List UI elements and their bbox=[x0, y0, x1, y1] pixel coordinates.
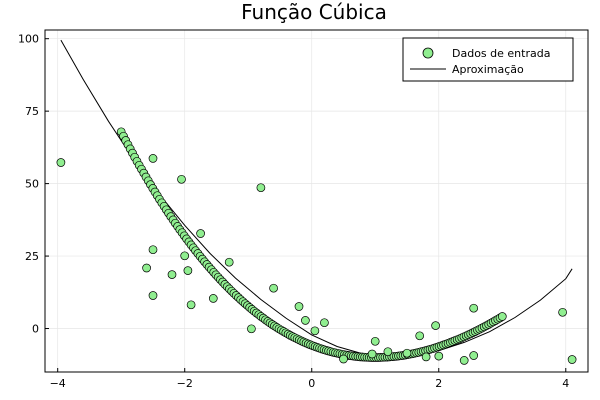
data-point bbox=[469, 303, 479, 313]
approximation-line bbox=[60, 39, 573, 358]
y-tick-label: 0 bbox=[32, 323, 39, 336]
data-point bbox=[567, 355, 577, 364]
legend-label-scatter: Dados de entrada bbox=[452, 47, 550, 60]
data-point bbox=[339, 354, 348, 364]
data-point bbox=[148, 154, 158, 163]
y-tick-label: 75 bbox=[25, 105, 39, 118]
data-point bbox=[421, 352, 431, 362]
data-point bbox=[177, 174, 186, 184]
data-point bbox=[196, 229, 205, 238]
data-point bbox=[310, 326, 320, 336]
approximation-line-group bbox=[60, 39, 573, 358]
data-point bbox=[148, 245, 158, 255]
data-point bbox=[370, 336, 380, 346]
x-tick-label: 0 bbox=[308, 377, 315, 390]
legend: Dados de entrada Aproximação bbox=[402, 37, 574, 82]
data-point bbox=[558, 307, 567, 317]
data-point bbox=[208, 294, 218, 303]
legend-marker-scatter bbox=[422, 47, 434, 59]
y-tick-label: 25 bbox=[25, 250, 39, 263]
data-point bbox=[469, 351, 479, 360]
data-point bbox=[142, 263, 151, 273]
data-point bbox=[434, 351, 444, 361]
data-point bbox=[256, 183, 266, 193]
data-point bbox=[459, 356, 469, 365]
data-point bbox=[383, 347, 393, 357]
data-point bbox=[180, 251, 190, 261]
data-point bbox=[148, 291, 158, 300]
data-point bbox=[367, 349, 377, 359]
data-point bbox=[320, 318, 329, 328]
data-point bbox=[183, 266, 193, 275]
data-point bbox=[167, 270, 177, 279]
input-data-points bbox=[56, 127, 577, 365]
data-point bbox=[186, 300, 196, 310]
data-point bbox=[431, 321, 440, 330]
x-tick-label: −4 bbox=[50, 377, 66, 390]
data-point bbox=[224, 257, 234, 267]
x-tick-label: 2 bbox=[435, 377, 442, 390]
x-tick-label: 4 bbox=[562, 377, 569, 390]
chart-title: Função Cúbica bbox=[241, 0, 387, 24]
data-point bbox=[269, 283, 278, 293]
y-tick-label: 50 bbox=[25, 178, 39, 191]
data-point bbox=[402, 348, 412, 358]
axis-ticks: −4 −2 0 2 4 0 25 50 75 100 bbox=[18, 33, 569, 390]
legend-label-line: Aproximação bbox=[452, 63, 524, 76]
data-point bbox=[301, 316, 310, 325]
data-point bbox=[497, 312, 507, 321]
y-tick-label: 100 bbox=[18, 33, 39, 46]
data-point bbox=[247, 324, 256, 334]
data-point bbox=[56, 158, 66, 167]
x-tick-label: −2 bbox=[177, 377, 193, 390]
data-point bbox=[415, 331, 425, 341]
plot-frame bbox=[44, 29, 589, 373]
legend-box bbox=[402, 37, 574, 82]
data-point bbox=[294, 302, 304, 311]
